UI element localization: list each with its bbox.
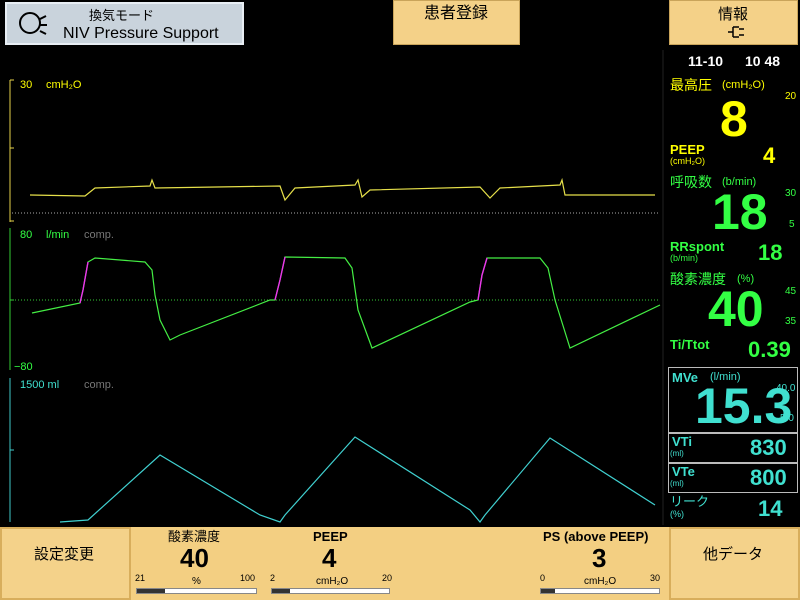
mve-low: 5.0 xyxy=(780,413,794,424)
titot-label: Ti/Ttot xyxy=(670,337,710,352)
slider-fill xyxy=(541,589,555,593)
vte-value: 800 xyxy=(750,465,787,490)
peep-value: 4 xyxy=(763,143,776,168)
pressure-trace xyxy=(29,177,655,202)
set-o2-unit: % xyxy=(192,576,201,587)
o2-value: 40 xyxy=(708,281,764,337)
set-peep-max: 20 xyxy=(382,573,393,583)
vti-box xyxy=(668,433,798,463)
vte-label: VTe xyxy=(672,464,695,479)
leak-label: リーク xyxy=(670,494,710,509)
mve-box xyxy=(668,367,798,433)
o2-unit: (%) xyxy=(737,273,755,285)
settings-bar xyxy=(0,527,800,600)
vti-value: 830 xyxy=(750,435,787,460)
set-ps-unit: cmH₂O xyxy=(584,576,617,587)
o2-label: 酸素濃度 xyxy=(670,271,726,287)
set-peep-value: 4 xyxy=(322,543,337,573)
leak-value: 14 xyxy=(758,496,783,521)
trigger-mark xyxy=(477,257,488,301)
peak-high: 20 xyxy=(785,91,797,102)
o2-low: 35 xyxy=(785,316,797,327)
trigger-mark xyxy=(79,261,89,304)
mode-label: 換気モード xyxy=(89,8,155,23)
set-ps-max: 30 xyxy=(650,573,661,583)
peak-label: 最高圧 xyxy=(670,77,712,93)
rate-label: 呼吸数 xyxy=(670,174,712,190)
set-peep-min: 2 xyxy=(270,573,276,583)
volume-scale: 1500 ml xyxy=(20,379,60,391)
set-o2-max: 100 xyxy=(240,573,256,583)
other-button[interactable]: 他データ xyxy=(669,527,800,600)
set-o2-label[interactable]: 酸素濃度 xyxy=(168,529,221,544)
volume-comp: comp. xyxy=(84,379,114,391)
slider-fill xyxy=(272,589,290,593)
set-ps-min: 0 xyxy=(540,573,546,583)
titot-value: 0.39 xyxy=(748,337,791,362)
peak-value: 8 xyxy=(720,91,748,147)
leak-unit: (%) xyxy=(670,509,684,519)
change: 設定変更 xyxy=(34,546,95,563)
flow-trace xyxy=(31,256,661,349)
flow-scale: 80 xyxy=(20,229,33,241)
set-peep-label[interactable]: PEEP xyxy=(313,529,348,544)
rate-unit: (b/min) xyxy=(722,176,757,188)
vte-box xyxy=(668,463,798,493)
time: 10 48 xyxy=(745,53,781,69)
info-button[interactable]: 情報 xyxy=(669,0,798,45)
vti-label: VTi xyxy=(672,434,692,449)
peep-label: PEEP xyxy=(670,142,705,157)
rrspont-unit: (b/min) xyxy=(670,253,699,263)
mve-high: 40.0 xyxy=(776,383,796,394)
flow-comp: comp. xyxy=(84,229,114,241)
volume-trace xyxy=(59,436,656,523)
mve-value: 15.3 xyxy=(695,378,793,434)
pressure-scale: 30 xyxy=(20,79,33,91)
info: 情報 xyxy=(718,6,749,23)
set-ps-value: 3 xyxy=(592,543,607,573)
mode-icon xyxy=(19,12,47,35)
rrspont-value: 18 xyxy=(758,240,783,265)
rate-value: 18 xyxy=(712,184,768,240)
patient-button[interactable]: 患者登録 xyxy=(393,0,520,45)
set-peep-unit: cmH₂O xyxy=(316,576,349,587)
peep-unit: (cmH₂O) xyxy=(670,156,705,166)
plug-icon xyxy=(728,26,744,38)
o2-slider xyxy=(136,588,257,594)
other: 他データ xyxy=(703,546,764,563)
flow-unit: l/min xyxy=(46,229,70,241)
pressure-unit: cmH₂O xyxy=(46,79,82,91)
vte-unit: (ml) xyxy=(670,479,684,488)
slider-fill xyxy=(137,589,165,593)
rate-low: 5 xyxy=(789,219,795,230)
vti-unit: (ml) xyxy=(670,449,684,458)
patient: 患者登録 xyxy=(424,5,489,22)
peep-slider xyxy=(271,588,390,594)
peak-unit: (cmH₂O) xyxy=(722,79,765,91)
flow-min: −80 xyxy=(14,361,33,373)
trigger-mark xyxy=(274,256,286,301)
ps-slider xyxy=(540,588,660,594)
rrspont-label: RRspont xyxy=(670,239,725,254)
date: 11-10 xyxy=(688,53,724,69)
rate-high: 30 xyxy=(785,188,797,199)
change-button[interactable]: 設定変更 xyxy=(0,527,131,600)
mve-unit: (l/min) xyxy=(710,371,741,383)
set-o2-min: 21 xyxy=(135,573,146,583)
mode: NIV Pressure Support xyxy=(63,25,219,42)
mve-label: MVe xyxy=(672,370,699,385)
set-ps-label[interactable]: PS (above PEEP) xyxy=(543,529,649,544)
mode-button[interactable]: 換気モード NIV Pressure Support xyxy=(5,2,244,45)
set-o2-value: 40 xyxy=(180,543,209,573)
o2-high: 45 xyxy=(785,286,797,297)
